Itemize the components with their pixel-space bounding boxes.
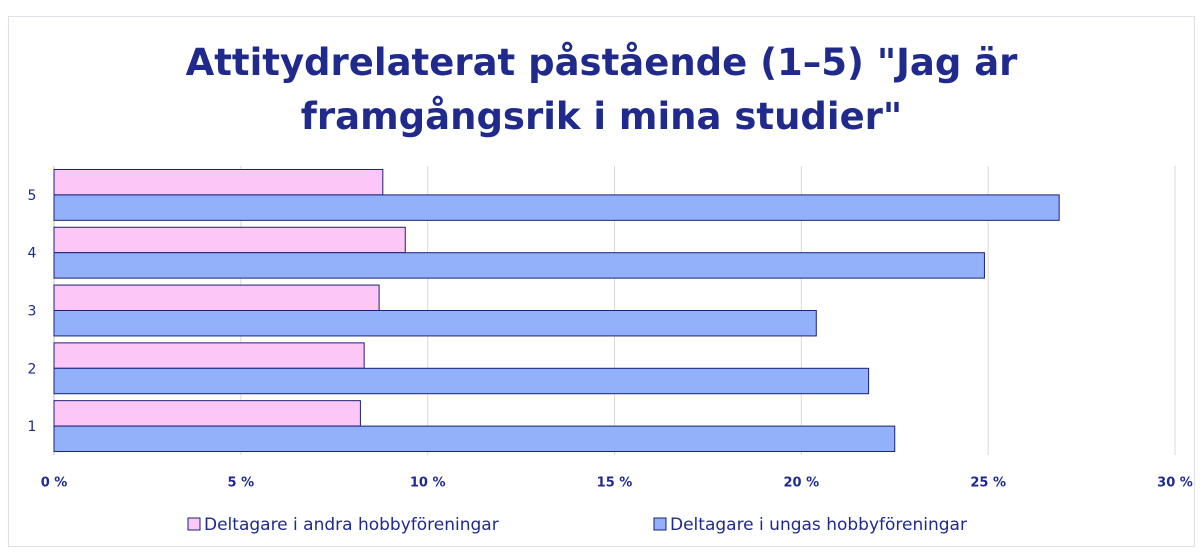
y-tick-label: 2 [28,361,37,377]
y-tick-label: 5 [28,188,37,204]
y-tick-label: 1 [28,419,37,435]
bar [53,284,380,311]
y-tick-label: 3 [28,304,37,320]
x-tick-label: 5 % [228,476,255,491]
bar [53,168,384,196]
bar [53,252,985,279]
x-tick-label: 30 % [1157,476,1193,491]
bar [53,367,870,395]
bar [53,310,817,337]
bar [53,226,406,254]
x-tick-label: 0 % [41,476,68,491]
legend-label: Deltagare i andra hobbyföreningar [204,515,499,535]
y-tick-label: 4 [28,246,37,262]
bar [53,425,896,453]
legend-swatch [187,517,201,531]
bar [53,400,361,427]
bar [53,342,365,369]
x-tick-label: 25 % [970,476,1006,491]
legend-label: Deltagare i ungas hobbyföreningar [670,515,967,535]
chart-title: Attitydrelaterat påstående (1–5) "Jag är… [185,41,1018,138]
chart-border [8,16,1195,547]
x-tick-label: 20 % [784,476,820,491]
x-tick-label: 10 % [410,476,446,491]
legend-swatch [653,517,667,531]
bar [53,194,1060,221]
x-tick-label: 15 % [597,476,633,491]
